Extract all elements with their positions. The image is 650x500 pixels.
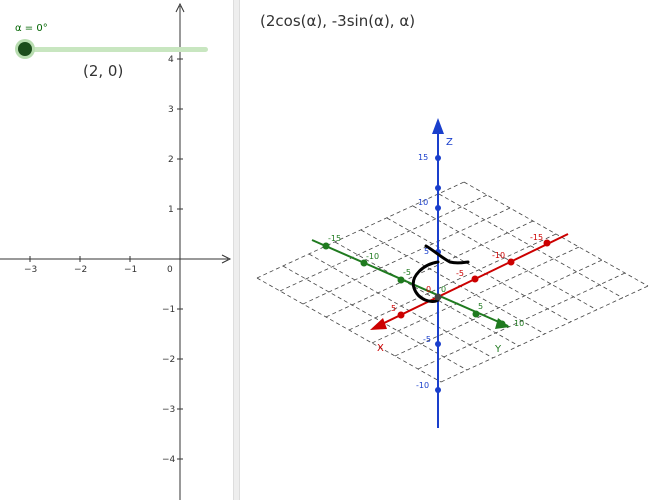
z-tick-label: -10 [416, 381, 429, 390]
y-tick-label: −3 [162, 405, 175, 415]
helix-curve [411, 244, 470, 303]
x-axis-tick-point [543, 239, 551, 247]
y-axis-tick-point [472, 310, 480, 318]
y-axis-label: Y [494, 344, 502, 355]
x-tick-label: −2 [74, 265, 87, 275]
x-tick-label: −3 [24, 265, 37, 275]
curve-definition: (2cos(α), -3sin(α), α) [260, 12, 416, 30]
x-tick-label: -10 [492, 251, 505, 260]
z-axis-tick-point [435, 155, 441, 161]
z-axis-label: Z [446, 137, 453, 148]
x-axis-arrow [221, 254, 232, 264]
y-tick-label: 3 [168, 105, 174, 115]
view-divider[interactable] [233, 0, 240, 500]
alpha-slider-handle[interactable] [18, 42, 32, 56]
x-tick-label: −1 [124, 265, 137, 275]
y-axis-tick-point [322, 242, 330, 250]
z-axis-tick-point [435, 205, 441, 211]
y-tick-label: 4 [168, 55, 174, 65]
x-tick-label: 0 [426, 285, 431, 294]
x-tick-label: -15 [530, 233, 543, 242]
x-axis-tick-point [507, 258, 515, 266]
x-axis-label: X [377, 343, 384, 354]
x-axis-tick-point [397, 311, 405, 319]
graphics-view-3d[interactable]: (2cos(α), -3sin(α), α) [240, 0, 650, 500]
y-tick-label: -15 [328, 234, 341, 243]
xy-grid-plane [256, 181, 649, 383]
y-tick-label: 0 [441, 285, 446, 294]
z-tick-label: 15 [418, 153, 428, 162]
y-tick-label: −4 [162, 455, 176, 465]
origin-label: 0 [167, 265, 173, 275]
y-axis-tick-point [397, 276, 405, 284]
y-tick-label: -10 [366, 252, 379, 261]
axes-3d: Z X Y -15 -10 -5 0 5 -15 -10 -5 0 5 10 1… [256, 118, 649, 428]
curve-point[interactable] [434, 293, 442, 301]
y-tick-label: −1 [162, 305, 175, 315]
z-tick-label: 10 [418, 198, 428, 207]
point-label: (2, 0) [83, 62, 124, 80]
axes-2d: −3 −2 −1 0 4 3 2 1 −1 −2 −3 −4 [0, 2, 232, 500]
x-axis-tick-point [471, 275, 479, 283]
y-axis-arrow [175, 2, 185, 13]
slider-label: α = 0° [15, 23, 48, 34]
y-tick-label: 10 [514, 319, 524, 328]
y-tick-label: 5 [478, 302, 483, 311]
z-tick-label: 5 [424, 247, 429, 256]
z-axis-arrow [432, 118, 444, 134]
z-axis-tick-point [435, 387, 441, 393]
alpha-slider-track[interactable] [25, 47, 208, 52]
z-axis-tick-point [435, 185, 441, 191]
y-tick-label: −2 [162, 355, 175, 365]
y-axis-tick-point [360, 259, 368, 267]
graphics-view-2d[interactable]: −3 −2 −1 0 4 3 2 1 −1 −2 −3 −4 α = 0° (2… [0, 0, 233, 500]
x-tick-label: 5 [391, 304, 396, 313]
y-tick-label: -5 [403, 268, 411, 277]
z-axis-tick-point [435, 341, 441, 347]
y-tick-label: 1 [168, 205, 174, 215]
z-tick-label: -5 [423, 335, 431, 344]
y-tick-label: 2 [168, 155, 174, 165]
y-axis-tick-point [498, 320, 506, 328]
x-axis-arrow [370, 318, 387, 330]
x-tick-label: -5 [456, 269, 464, 278]
